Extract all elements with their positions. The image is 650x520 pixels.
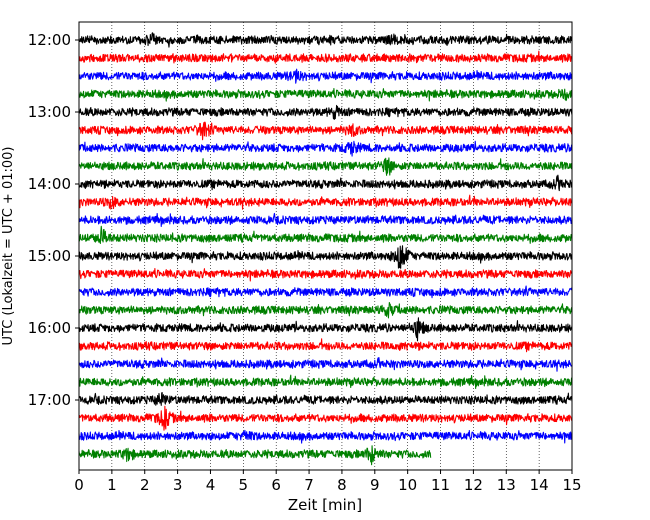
trace-1215: [78, 50, 573, 64]
trace-1730: [78, 429, 573, 444]
trace-1645: [78, 374, 573, 389]
x-tick-label: 11: [431, 476, 450, 494]
trace-1515: [78, 267, 573, 282]
trace-1530: [78, 285, 573, 299]
x-tick-label: 14: [530, 476, 549, 494]
trace-group: [78, 32, 573, 466]
trace-1700: [78, 392, 573, 406]
trace-1715: [78, 405, 573, 431]
x-tick-label: 9: [370, 476, 380, 494]
plot-area: [78, 21, 573, 471]
y-tick-label: 15:00: [28, 247, 71, 265]
x-axis-ticks: 0 1 2 3 4 5 6 7 8 9 10 11 12 13 14 15: [74, 470, 582, 494]
x-tick-label: 4: [206, 476, 216, 494]
trace-1400: [78, 174, 573, 192]
y-axis-label: UTC (Lokalzeit = UTC + 01:00): [1, 147, 16, 346]
y-axis-ticks: 12:00 13:00 14:00 15:00 16:00 17:00: [28, 31, 79, 409]
x-tick-label: 12: [464, 476, 483, 494]
x-tick-label: 2: [140, 476, 150, 494]
trace-1415: [78, 194, 573, 210]
trace-1300: [78, 104, 573, 120]
y-tick-label: 14:00: [28, 175, 71, 193]
x-axis-label: Zeit [min]: [288, 496, 362, 514]
trace-1315: [78, 121, 573, 141]
x-tick-label: 3: [173, 476, 183, 494]
x-tick-label: 8: [337, 476, 347, 494]
x-tick-label: 6: [271, 476, 281, 494]
x-tick-label: 0: [74, 476, 84, 494]
plot-frame: [78, 21, 573, 471]
trace-1545: [78, 301, 573, 319]
trace-1245: [78, 87, 573, 102]
trace-1445: [78, 225, 573, 244]
y-tick-label: 16:00: [28, 319, 71, 337]
trace-1330: [78, 140, 573, 157]
trace-1345: [78, 157, 573, 176]
y-tick-label: 17:00: [28, 391, 71, 409]
x-tick-label: 1: [107, 476, 117, 494]
trace-1500: [78, 245, 573, 269]
trace-1430: [78, 212, 573, 227]
trace-1745: [78, 445, 432, 466]
trace-1630: [78, 356, 573, 372]
y-tick-label: 13:00: [28, 103, 71, 121]
x-tick-label: 13: [497, 476, 516, 494]
trace-1230: [78, 68, 573, 84]
x-tick-label: 15: [562, 476, 581, 494]
trace-1600: [78, 317, 573, 342]
x-tick-label: 10: [398, 476, 417, 494]
x-tick-label: 7: [304, 476, 314, 494]
trace-1615: [78, 338, 573, 353]
x-tick-label: 5: [239, 476, 249, 494]
y-tick-label: 12:00: [28, 31, 71, 49]
trace-1200: [78, 32, 573, 48]
